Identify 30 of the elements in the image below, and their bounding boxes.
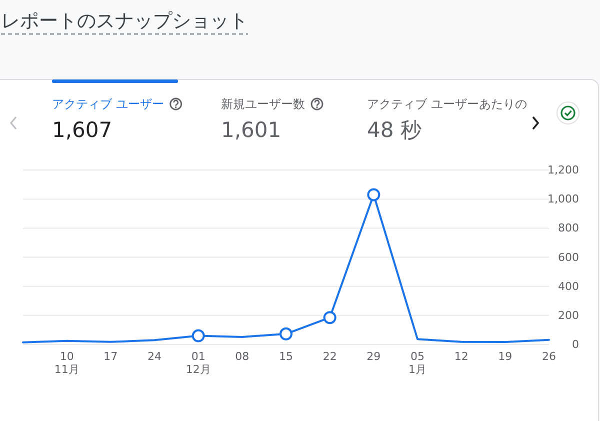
point [323, 311, 336, 324]
y-tick-label: 200 [558, 308, 579, 322]
text: レポートのスナップショット [1, 10, 248, 32]
x-tick-label: 22 [322, 350, 337, 362]
x-tick-label: 24 [148, 350, 162, 362]
x-tick-label: 29 [366, 350, 381, 362]
y-tick-label: 600 [558, 250, 579, 264]
y-tick-label: 400 [558, 280, 579, 293]
x-tick-label: 10 11月 [54, 350, 80, 376]
y-tick-label: 800 [558, 222, 579, 235]
text: 1,601 [221, 118, 282, 142]
x-tick-label: 08 [235, 350, 250, 362]
y-tick-label: 0 [572, 338, 579, 351]
x-tick-label: 15 [279, 350, 293, 362]
x-tick-label: 19 [498, 350, 512, 362]
x-tick-label: 01 12月 [186, 350, 211, 376]
x-tick-label: 17 [104, 350, 118, 362]
x-tick-label: 26 [542, 350, 556, 362]
text: アクティブ ユーザーあたりの [367, 97, 527, 111]
y-tick-label: 1,200 [548, 164, 579, 176]
text: アクティブ ユーザー [52, 97, 164, 111]
x-tick-label: 12 [454, 350, 468, 362]
x-tick-label: 05 1月 [408, 350, 426, 376]
point [192, 329, 205, 342]
point [367, 188, 380, 202]
point [280, 327, 292, 340]
text: 新規ユーザー数 [221, 97, 305, 111]
text: 1,607 [52, 118, 112, 142]
y-tick-label: 1,000 [548, 192, 579, 206]
text: 48 秒 [367, 118, 422, 142]
